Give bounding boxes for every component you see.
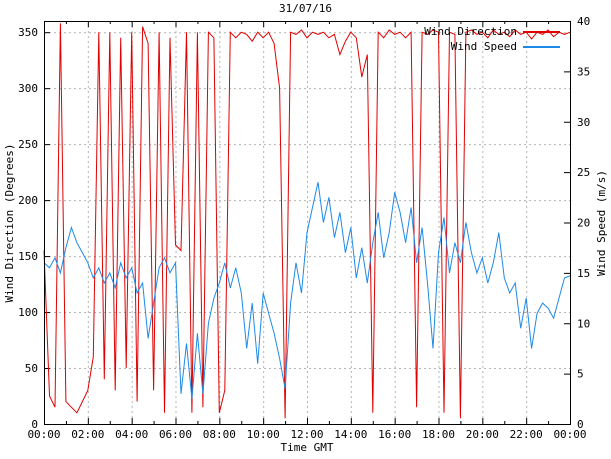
x-tick-label: 04:00 <box>115 428 148 441</box>
legend-sample-wind-speed-line <box>523 45 560 48</box>
x-tick-label: 16:00 <box>378 428 411 441</box>
y-right-tick-label: 35 <box>577 65 590 78</box>
x-tick-label: 02:00 <box>71 428 104 441</box>
x-tick-label: 00:00 <box>553 428 586 441</box>
x-tick-label: 10:00 <box>247 428 280 441</box>
y-axis-label-right: Wind Speed (m/s) <box>595 170 608 276</box>
legend-item-wind-direction: Wind Direction <box>314 24 560 39</box>
wind-speed-line <box>43 182 571 399</box>
y-right-tick-label: 0 <box>577 418 584 431</box>
x-tick-label: 22:00 <box>510 428 543 441</box>
x-tick-label: 08:00 <box>203 428 236 441</box>
y-left-tick-label: 250 <box>18 138 38 151</box>
y-left-tick-label: 200 <box>18 194 38 207</box>
legend: Wind Direction Wind Speed <box>314 24 560 54</box>
y-left-tick-label: 150 <box>18 250 38 263</box>
chart-title: 31/07/16 <box>279 2 332 15</box>
legend-label-wind-speed: Wind Speed <box>450 40 517 53</box>
y-left-tick-label: 0 <box>31 418 38 431</box>
y-right-tick-label: 30 <box>577 116 590 129</box>
y-left-tick-label: 300 <box>18 82 38 95</box>
x-tick-label: 20:00 <box>466 428 499 441</box>
x-tick-label: 00:00 <box>27 428 60 441</box>
y-left-tick-label: 350 <box>18 26 38 39</box>
y-right-tick-label: 10 <box>577 317 590 330</box>
x-tick-label: 14:00 <box>334 428 367 441</box>
y-left-tick-label: 100 <box>18 306 38 319</box>
legend-label-wind-direction: Wind Direction <box>424 25 517 38</box>
x-tick-label: 18:00 <box>422 428 455 441</box>
x-axis-label: Time GMT <box>280 441 334 454</box>
y-right-tick-label: 15 <box>577 267 590 280</box>
y-axis-label-left: Wind Direction (Degrees) <box>3 143 16 303</box>
y-right-tick-label: 25 <box>577 166 590 179</box>
y-right-tick-label: 40 <box>577 15 590 28</box>
x-tick-label: 06:00 <box>159 428 192 441</box>
wind-direction-line <box>43 23 571 419</box>
y-left-tick-label: 50 <box>25 362 38 375</box>
y-right-tick-label: 5 <box>577 368 584 381</box>
legend-sample-wind-direction-line <box>523 30 560 33</box>
x-tick-label: 12:00 <box>290 428 323 441</box>
legend-item-wind-speed: Wind Speed <box>314 39 560 54</box>
plot-frame <box>44 21 571 425</box>
y-right-tick-label: 20 <box>577 217 590 230</box>
